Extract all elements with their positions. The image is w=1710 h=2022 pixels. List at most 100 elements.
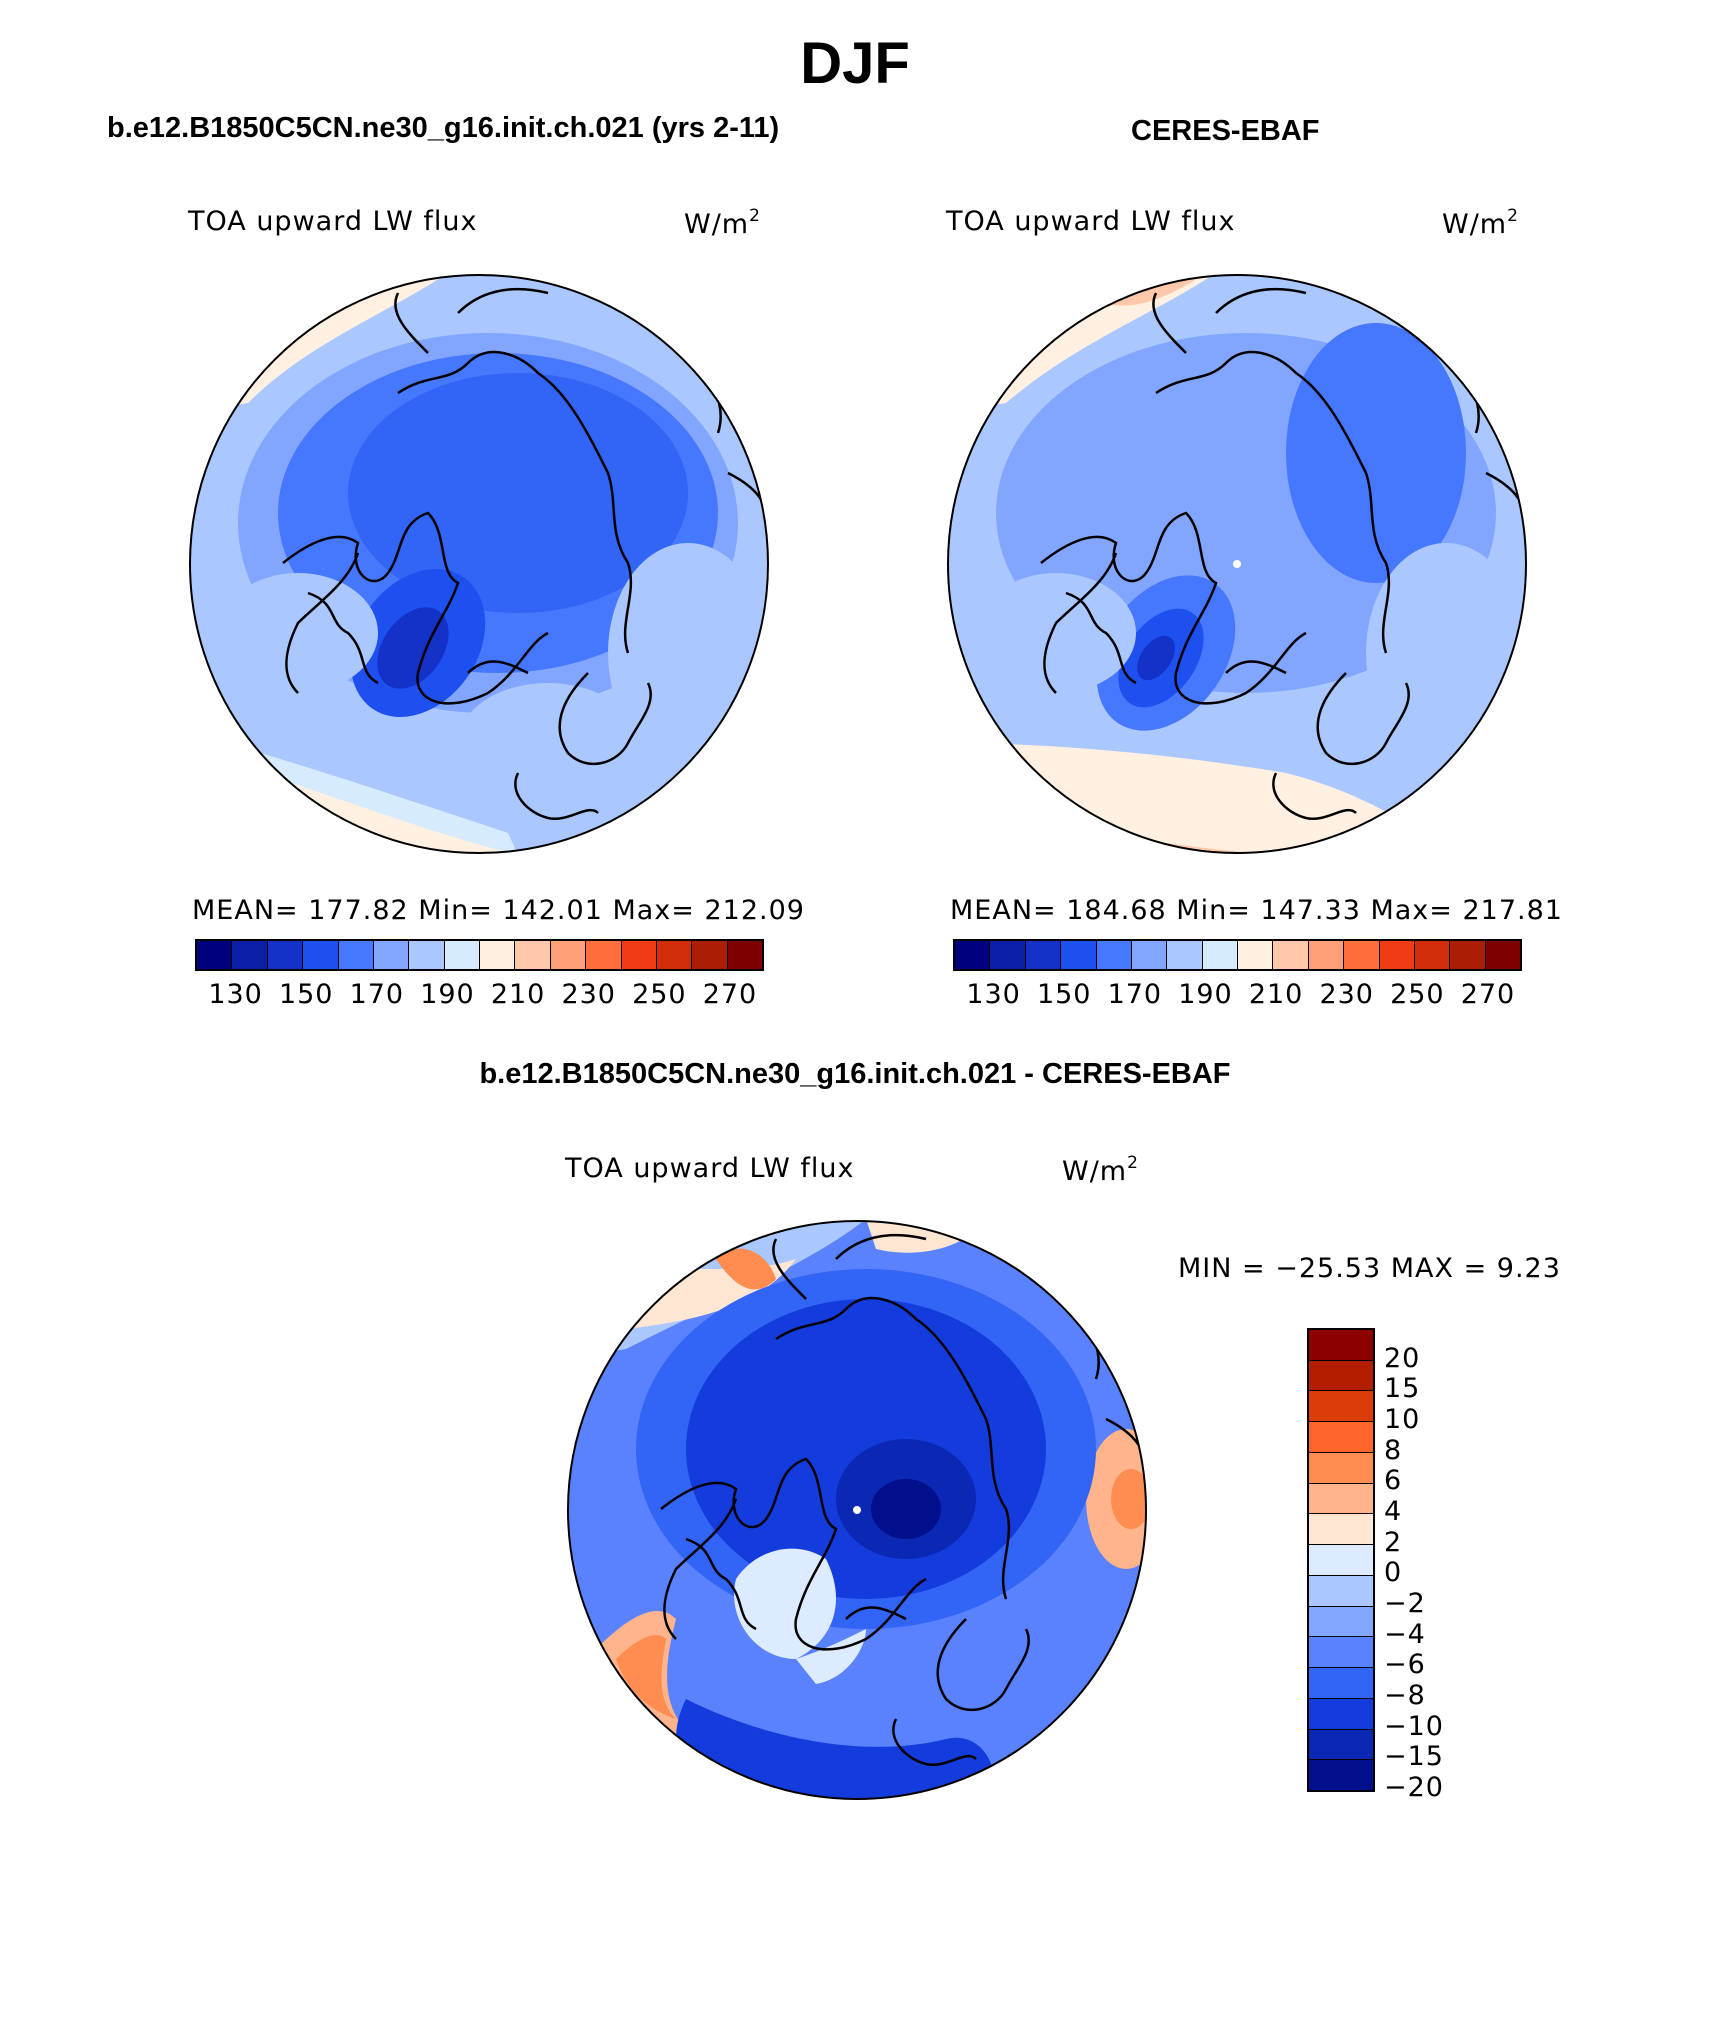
colorbar-swatch [1307,941,1344,969]
colorbar-obs [953,939,1522,971]
colorbar-tick-label: 130 [966,979,1021,1010]
colorbar-swatch [1309,1421,1373,1452]
polar-map-obs [947,274,1527,854]
colorbar-swatch [1449,941,1485,969]
colorbar-swatch [1309,1390,1373,1422]
colorbar-swatch [1343,941,1379,969]
colorbar-ticks-model: 130 150 170 190 210 230 250 270 [195,979,760,1010]
variable-label-obs: TOA upward LW flux [946,206,1236,237]
colorbar-swatch [1309,1605,1373,1637]
colorbar-tick-label: 190 [420,979,475,1010]
colorbar-tick-label: 150 [278,979,334,1010]
colorbar-swatch [231,941,267,969]
colorbar-swatch [302,941,338,969]
variable-label-diff: TOA upward LW flux [565,1153,855,1184]
colorbar-ticks-diff: 20 15 10 8 6 4 2 0 −2 −4 −6 −8 −10 −15 −20 [1384,1328,1464,1803]
colorbar-swatch [655,941,692,969]
stats-model: MEAN= 177.82 Min= 142.01 Max= 212.09 [192,895,805,926]
colorbar-swatch [1095,941,1131,969]
colorbar-tick-label: 230 [561,979,616,1010]
panel-title-diff: b.e12.B1850C5CN.ne30_g16.init.ch.021 - C… [479,1058,1231,1090]
colorbar-swatch [1201,941,1237,969]
units-label-diff: W/m2 [1062,1153,1139,1187]
colorbar-swatch [1309,1728,1373,1760]
colorbar-tick-label: 270 [1460,979,1516,1010]
units-label-model: W/m2 [684,206,761,240]
colorbar-tick-label: 15 [1384,1373,1421,1405]
colorbar-tick-label: 20 [1384,1342,1421,1374]
colorbar-swatch [1309,1697,1373,1729]
colorbar-swatch [1237,941,1273,969]
polar-map-model [189,274,769,854]
colorbar-tick-label: −6 [1384,1649,1426,1681]
colorbar-ticks-obs: 130 150 170 190 210 230 250 270 [953,979,1518,1010]
colorbar-swatch [1024,941,1061,969]
colorbar-tick-label: 230 [1319,979,1374,1010]
colorbar-tick-label: −20 [1384,1772,1444,1803]
colorbar-swatch [1272,941,1308,969]
colorbar-tick-label: −10 [1384,1710,1444,1742]
colorbar-tick-label: 210 [490,979,546,1010]
colorbar-tick-label: 10 [1384,1404,1421,1435]
colorbar-swatch [1413,941,1450,969]
colorbar-tick-label: 6 [1384,1465,1403,1497]
colorbar-tick-label: 8 [1384,1434,1403,1466]
colorbar-tick-label: −2 [1384,1588,1426,1619]
colorbar-swatch [1309,1451,1373,1483]
colorbar-diff [1307,1328,1375,1792]
colorbar-swatch [1309,1759,1373,1791]
colorbar-swatch [955,941,990,969]
colorbar-swatch [1484,941,1520,969]
colorbar-swatch [443,941,479,969]
colorbar-tick-label: 2 [1384,1526,1403,1558]
stats-obs: MEAN= 184.68 Min= 147.33 Max= 217.81 [950,895,1563,926]
colorbar-swatch [1309,1667,1373,1698]
colorbar-swatch [372,941,409,969]
colorbar-swatch [726,941,762,969]
colorbar-tick-label: 130 [208,979,263,1010]
colorbar-tick-label: 170 [1107,979,1163,1010]
colorbar-swatch [1166,941,1202,969]
colorbar-tick-label: 4 [1384,1496,1403,1527]
colorbar-tick-label: 250 [632,979,687,1010]
panel-title-obs: CERES-EBAF [1131,115,1320,147]
colorbar-swatch [408,941,444,969]
colorbar-swatch [549,941,586,969]
variable-label-model: TOA upward LW flux [188,206,478,237]
panel-title-model: b.e12.B1850C5CN.ne30_g16.init.ch.021 (yr… [107,112,780,144]
colorbar-swatch [266,941,303,969]
colorbar-tick-label: 210 [1248,979,1304,1010]
colorbar-swatch [337,941,373,969]
colorbar-tick-label: −15 [1384,1741,1444,1773]
colorbar-tick-label: 150 [1036,979,1092,1010]
colorbar-swatch [1309,1330,1373,1360]
colorbar-tick-label: −8 [1384,1680,1426,1711]
colorbar-swatch [1309,1574,1373,1606]
colorbar-swatch [1309,1359,1373,1391]
colorbar-tick-label: −4 [1384,1618,1426,1650]
colorbar-swatch [514,941,550,969]
minmax-diff: MIN = −25.53 MAX = 9.23 [1178,1253,1561,1284]
colorbar-model [195,939,764,971]
colorbar-tick-label: 190 [1178,979,1233,1010]
colorbar-tick-label: 0 [1384,1557,1403,1589]
colorbar-swatch [1130,941,1167,969]
figure-title: DJF [800,31,910,96]
colorbar-swatch [197,941,232,969]
colorbar-swatch [1060,941,1096,969]
colorbar-swatch [479,941,515,969]
colorbar-tick-label: 250 [1390,979,1445,1010]
colorbar-swatch [1309,1636,1373,1668]
colorbar-swatch [691,941,727,969]
colorbar-swatch [1309,1482,1373,1514]
polar-map-diff [567,1220,1147,1800]
colorbar-swatch [1378,941,1414,969]
colorbar-swatch [1309,1513,1373,1545]
colorbar-tick-label: 270 [702,979,758,1010]
units-label-obs: W/m2 [1442,206,1519,240]
colorbar-swatch [585,941,621,969]
colorbar-swatch [1309,1544,1373,1575]
colorbar-swatch [620,941,656,969]
coastlines [282,287,765,821]
colorbar-swatch [989,941,1025,969]
